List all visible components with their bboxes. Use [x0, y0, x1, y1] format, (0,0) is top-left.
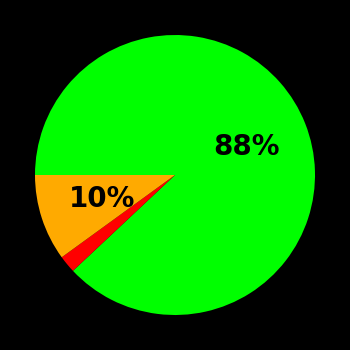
Wedge shape — [62, 175, 175, 271]
Text: 10%: 10% — [69, 185, 135, 213]
Text: 88%: 88% — [214, 133, 280, 161]
Wedge shape — [35, 35, 315, 315]
Wedge shape — [35, 175, 175, 257]
